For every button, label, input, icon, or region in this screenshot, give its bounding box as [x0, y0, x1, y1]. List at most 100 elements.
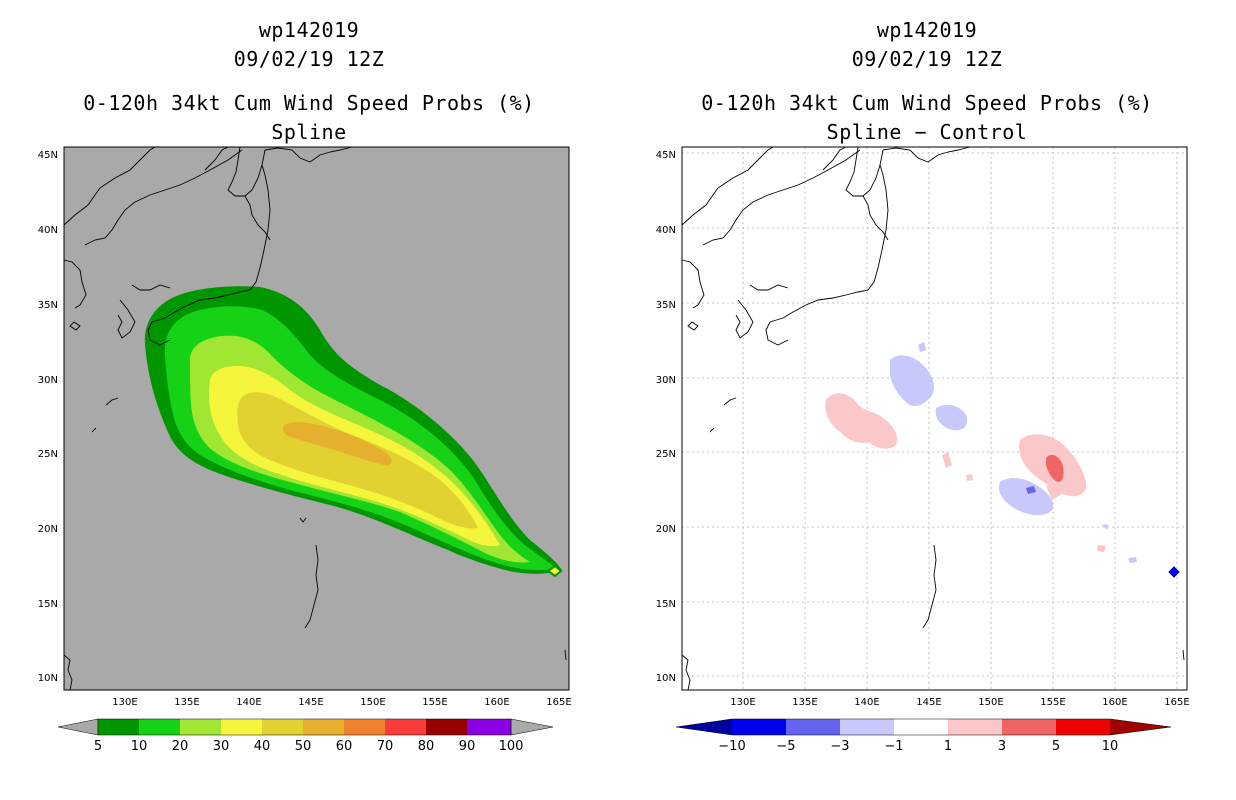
right-colorbar-swatch [1056, 719, 1110, 735]
left-colorbar-swatch [262, 719, 303, 735]
right-lon-label: 140E [854, 697, 879, 708]
diff-negative-peak [1168, 566, 1180, 578]
right-lon-label: 160E [1102, 697, 1127, 708]
left-colorbar-swatch [98, 719, 139, 735]
diff-negative-region [1102, 524, 1108, 530]
left-colorbar-swatch [344, 719, 385, 735]
right-colorbar-swatch [894, 719, 948, 735]
right-lon-axis: 130E 135E 140E 145E 150E 155E 160E 165E [730, 697, 1189, 708]
left-colorbar-swatch [139, 719, 180, 735]
right-title-storm: wp142019 [876, 18, 978, 42]
left-colorbar-swatch [385, 719, 426, 735]
left-colorbar-swatch [467, 719, 511, 735]
left-title-product: 0-120h 34kt Cum Wind Speed Probs (%) [83, 91, 535, 115]
left-lon-label: 130E [112, 697, 137, 708]
left-lat-label: 45N [38, 150, 58, 161]
right-colorbar: −10 −5 −3 −1 1 3 5 10 [675, 718, 1172, 754]
left-colorbar-label: 30 [213, 739, 230, 754]
left-colorbar-label: 90 [459, 739, 476, 754]
right-colorbar-label: 5 [1052, 739, 1060, 754]
right-map-frame [681, 146, 1188, 691]
right-title-product: 0-120h 34kt Cum Wind Speed Probs (%) [701, 91, 1153, 115]
diff-positive-region [825, 393, 898, 449]
left-probability-swath [144, 286, 563, 578]
right-lat-label: 10N [656, 673, 676, 684]
diff-positive-strong [1046, 454, 1064, 482]
right-lat-label: 35N [656, 300, 676, 311]
right-colorbar-swatch [1002, 719, 1056, 735]
right-colorbar-swatch [786, 719, 840, 735]
left-colorbar-label: 5 [94, 739, 102, 754]
left-lat-label: 20N [38, 524, 58, 535]
diff-negative-region [890, 355, 934, 407]
right-lat-label: 20N [656, 524, 676, 535]
left-colorbar-label: 100 [499, 739, 524, 754]
left-lon-label: 165E [546, 697, 571, 708]
left-colorbar-swatch [426, 719, 467, 735]
left-lon-label: 140E [236, 697, 261, 708]
right-lat-axis: 45N 40N 35N 30N 25N 20N 15N 10N [656, 150, 676, 684]
left-map-frame [63, 146, 570, 691]
left-lon-label: 155E [422, 697, 447, 708]
left-lat-label: 10N [38, 673, 58, 684]
left-colorbar-label: 40 [254, 739, 271, 754]
left-colorbar-label: 10 [131, 739, 148, 754]
left-lat-axis: 45N 40N 35N 30N 25N 20N 15N 10N [38, 150, 58, 684]
left-colorbar-high-arrow [510, 718, 554, 736]
left-colorbar-low-arrow [57, 718, 99, 736]
diff-positive-region [1097, 545, 1106, 552]
right-lat-label: 40N [656, 225, 676, 236]
right-lon-label: 135E [792, 697, 817, 708]
left-colorbar-swatch [221, 719, 262, 735]
right-lat-label: 15N [656, 599, 676, 610]
diff-negative-region [1128, 557, 1137, 563]
right-coastlines [681, 146, 1185, 691]
right-title-date: 09/02/19 12Z [851, 47, 1003, 71]
right-lon-label: 145E [916, 697, 941, 708]
right-difference-field [825, 342, 1180, 578]
right-lon-label: 150E [978, 697, 1003, 708]
right-colorbar-swatch [840, 719, 894, 735]
left-colorbar-label: 50 [295, 739, 312, 754]
right-colorbar-label: 3 [998, 739, 1006, 754]
right-map: 45N 40N 35N 30N 25N 20N 15N 10N 130E 135… [656, 146, 1190, 754]
diff-negative-strong [1026, 486, 1036, 494]
left-lon-label: 160E [484, 697, 509, 708]
left-colorbar-label: 70 [377, 739, 394, 754]
left-coastlines [63, 146, 567, 691]
right-colorbar-label: −1 [884, 739, 903, 754]
prob-peak-marker [546, 564, 563, 578]
right-panel: wp142019 09/02/19 12Z 0-120h 34kt Cum Wi… [618, 0, 1236, 800]
diff-positive-region [1046, 484, 1062, 500]
left-lat-label: 30N [38, 375, 58, 386]
diff-positive-region [966, 474, 973, 481]
left-panel: wp142019 09/02/19 12Z 0-120h 34kt Cum Wi… [38, 18, 572, 754]
left-title-storm: wp142019 [258, 18, 360, 42]
right-colorbar-label: 10 [1102, 739, 1119, 754]
right-lat-label: 25N [656, 449, 676, 460]
right-colorbar-label: −3 [830, 739, 849, 754]
left-lat-label: 40N [38, 225, 58, 236]
diff-negative-region [935, 404, 968, 431]
diff-negative-region [918, 342, 926, 352]
left-colorbar-label: 20 [172, 739, 189, 754]
right-colorbar-label: −5 [776, 739, 795, 754]
diff-negative-region [998, 478, 1054, 516]
right-colorbar-label: 1 [944, 739, 952, 754]
right-lat-label: 30N [656, 375, 676, 386]
right-title-method: Spline − Control [826, 120, 1028, 144]
left-title-date: 09/02/19 12Z [233, 47, 385, 71]
prob-band-50 [282, 422, 392, 466]
diff-positive-region [942, 452, 952, 468]
left-map: 45N 40N 35N 30N 25N 20N 15N 10N 130E 135… [38, 146, 572, 754]
left-lon-label: 145E [298, 697, 323, 708]
left-lat-label: 25N [38, 449, 58, 460]
right-colorbar-high-arrow [1110, 719, 1171, 735]
right-colorbar-low-arrow [676, 719, 732, 735]
left-lat-label: 35N [38, 300, 58, 311]
left-lon-axis: 130E 135E 140E 145E 150E 155E 160E 165E [112, 697, 571, 708]
right-colorbar-label: −10 [718, 739, 745, 754]
right-lon-label: 155E [1040, 697, 1065, 708]
left-lon-label: 150E [360, 697, 385, 708]
right-lat-label: 45N [656, 150, 676, 161]
